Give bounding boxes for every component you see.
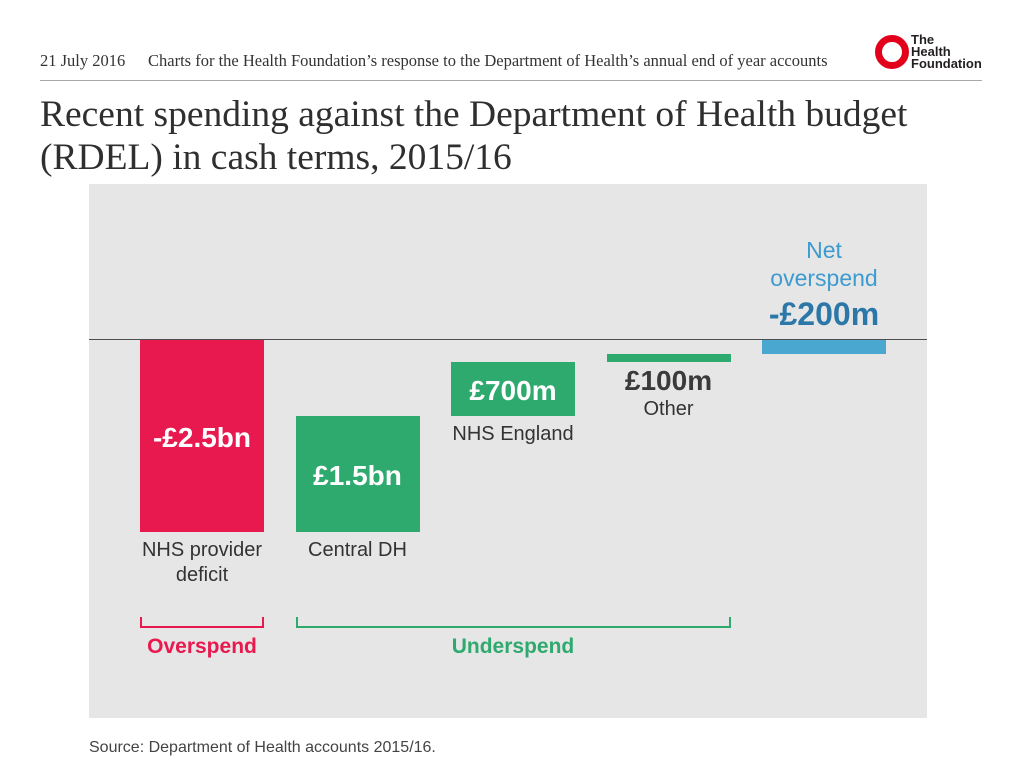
bar-central-dh (295, 416, 420, 532)
bracket-underspend (295, 617, 731, 628)
category-label-central-dh: Central DH (308, 539, 407, 561)
header-date: 21 July 2016 (40, 51, 126, 70)
waterfall-chart: -£2.5bn NHS provider deficit £1.5bn Central… (89, 184, 927, 718)
source-note: Source: Department of Health accounts 20… (89, 739, 436, 756)
category-label-nhs-england: NHS England (452, 423, 574, 446)
value-label-nhs-england: £700m (469, 375, 557, 407)
value-label-central-dh: £1.5bn (313, 460, 402, 492)
header-divider (40, 80, 982, 81)
zero-axis-line (89, 338, 927, 340)
group-label-overspend: Overspend (147, 635, 257, 658)
value-label-net-overspend: -£200m (768, 296, 880, 332)
category-label-nhs-provider-deficit: NHS provider deficit (141, 539, 263, 586)
page-title: Recent spending against the Department o… (40, 94, 908, 178)
logo-line-the: The (911, 32, 935, 47)
category-label-other: Other (643, 398, 694, 421)
ring-logo-icon (875, 35, 909, 69)
bar-other (606, 354, 731, 363)
logo-wordmark: The Health Foundation (911, 32, 982, 71)
bar-nhs-england (451, 362, 575, 417)
value-label-nhs-provider-deficit: -£2.5bn (152, 421, 252, 453)
category-label-net-overspend: Net overspend (770, 237, 878, 291)
bracket-overspend (140, 617, 264, 628)
header-subtitle: Charts for the Health Foundation’s respo… (148, 51, 828, 70)
logo-line-foundation: Foundation (911, 56, 982, 71)
bar-nhs-provider-deficit (140, 339, 264, 532)
health-foundation-logo: The Health Foundation (874, 33, 984, 73)
bar-net-overspend (762, 339, 886, 355)
value-label-other: £100m (624, 365, 713, 397)
logo-line-health: Health (911, 44, 951, 59)
group-label-underspend: Underspend (451, 635, 575, 658)
